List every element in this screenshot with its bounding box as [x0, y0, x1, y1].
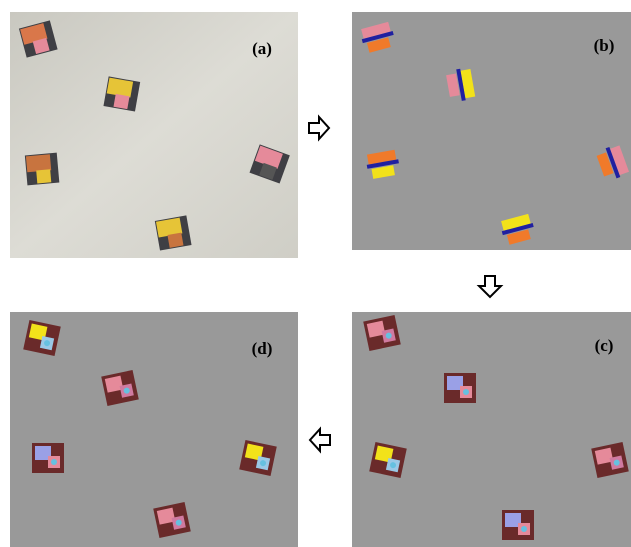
arrow-down: [479, 276, 501, 297]
panel-b: [352, 12, 631, 250]
block-side: [113, 94, 129, 109]
object: [25, 153, 59, 186]
panel-label: (a): [252, 39, 272, 58]
object: [444, 373, 476, 403]
arrow-right: [309, 117, 329, 139]
object: [502, 510, 534, 540]
blob-c: [521, 526, 527, 532]
body: (a) (b) (c) (d) (() => { const data = JS…: [0, 0, 631, 547]
object: [155, 215, 192, 250]
arrow-left: [310, 429, 330, 451]
block-side: [36, 169, 51, 183]
figure: (a) (b) (c) (d): [0, 0, 631, 547]
blob-c: [463, 389, 469, 395]
panel-c: [352, 312, 631, 547]
page: Figure {"panels": [{"label": "(a)"}, {"l…: [0, 0, 631, 547]
object: [103, 76, 140, 111]
panel-label: (b): [594, 36, 615, 55]
panel-label: (d): [252, 339, 273, 358]
blob-c: [51, 459, 57, 465]
block-side: [167, 233, 183, 248]
object: [32, 443, 64, 473]
panel-label: (c): [595, 336, 614, 355]
